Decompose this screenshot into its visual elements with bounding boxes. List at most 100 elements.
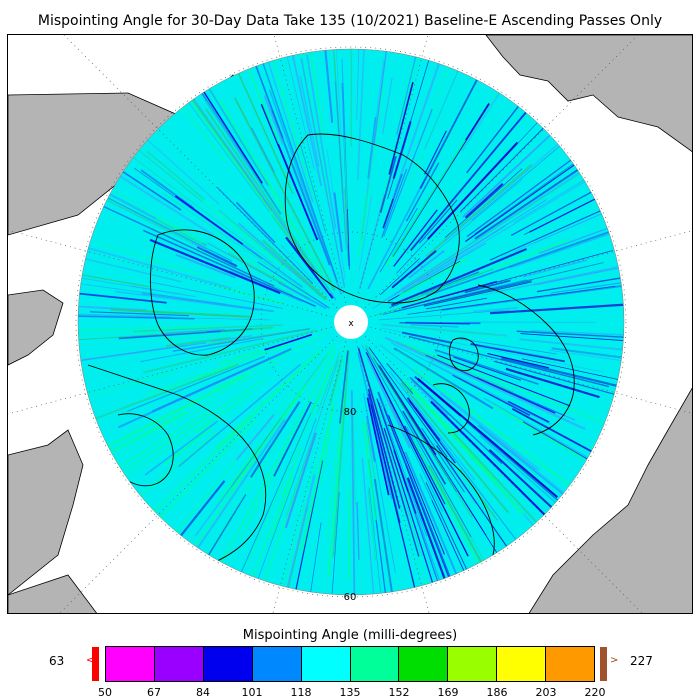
colorbar-swatch xyxy=(301,647,351,681)
colorbar-tick-label: 152 xyxy=(388,686,410,699)
colorbar-tick-label: 50 xyxy=(98,686,112,699)
mispointing-streak xyxy=(342,195,347,250)
mispointing-streak xyxy=(489,210,601,261)
mispointing-streak xyxy=(401,171,580,290)
mispointing-streak xyxy=(159,418,257,518)
mispointing-streak xyxy=(376,398,417,514)
mispointing-streak xyxy=(401,331,452,344)
mispointing-streak xyxy=(477,424,564,495)
mispointing-streak xyxy=(272,60,316,202)
mispointing-streak xyxy=(175,253,236,279)
mispointing-streak xyxy=(235,413,275,461)
mispointing-streak xyxy=(435,473,485,561)
mispointing-streak xyxy=(227,252,285,286)
mispointing-streak xyxy=(213,332,328,390)
mispointing-streak xyxy=(238,222,322,296)
mispointing-streak xyxy=(424,276,553,306)
mispointing-streak xyxy=(286,474,316,588)
mispointing-streak xyxy=(424,70,459,150)
mispointing-streak xyxy=(379,344,541,471)
mispointing-streak xyxy=(108,196,210,250)
mispointing-streak xyxy=(388,81,414,175)
mispointing-streak xyxy=(516,330,624,338)
mispointing-streak xyxy=(417,377,558,498)
mispointing-streak xyxy=(410,379,449,417)
mispointing-streak xyxy=(218,349,262,365)
meridian-line xyxy=(8,326,332,415)
mispointing-streak xyxy=(301,53,330,202)
mispointing-streak xyxy=(483,397,589,459)
coast-greenland xyxy=(284,133,460,304)
mispointing-streak xyxy=(457,490,498,553)
mispointing-streak xyxy=(404,451,458,575)
mispointing-streak xyxy=(464,182,504,219)
land-greenland-north xyxy=(485,35,692,153)
mispointing-streak xyxy=(132,157,274,264)
mispointing-streak xyxy=(520,333,624,342)
mispointing-streak xyxy=(240,414,305,539)
colorbar-over-swatch xyxy=(600,647,607,681)
mispointing-streak xyxy=(378,57,419,213)
meridian-line xyxy=(364,35,639,309)
mispointing-streak xyxy=(301,404,335,552)
mispointing-streak xyxy=(215,349,322,450)
mispointing-streak xyxy=(122,171,182,211)
mispointing-streak xyxy=(195,392,253,434)
mispointing-streak xyxy=(295,460,324,590)
mispointing-streak xyxy=(357,352,393,500)
mispointing-streak xyxy=(203,91,263,184)
meridian-line xyxy=(355,35,429,303)
mispointing-streak xyxy=(133,167,263,260)
mispointing-streak xyxy=(141,292,275,313)
mispointing-streak xyxy=(393,279,527,313)
mispointing-streak xyxy=(309,350,337,399)
mispointing-streak xyxy=(228,388,304,494)
mispointing-streak xyxy=(399,257,468,297)
mispointing-streak xyxy=(426,231,610,297)
mispointing-streak xyxy=(471,145,561,221)
mispointing-streak xyxy=(180,480,226,537)
mispointing-streak xyxy=(294,165,342,295)
mispointing-streak xyxy=(423,280,532,307)
mispointing-streak xyxy=(103,205,275,287)
mispointing-streak xyxy=(421,427,465,493)
mispointing-streak xyxy=(388,400,443,512)
mispointing-streak xyxy=(396,56,417,135)
mispointing-streak xyxy=(299,75,320,167)
mispointing-streak xyxy=(420,271,480,296)
mispointing-streak xyxy=(416,181,586,283)
coast-canada-archipelago xyxy=(150,229,255,356)
mispointing-streak xyxy=(138,149,204,203)
mispointing-streak xyxy=(408,250,445,279)
mispointing-streak xyxy=(270,213,310,265)
meridian-line xyxy=(370,326,692,414)
mispointing-streak xyxy=(270,480,294,540)
mispointing-streak xyxy=(81,277,196,298)
mispointing-streak xyxy=(366,397,390,496)
mispointing-streak xyxy=(400,381,509,513)
mispointing-streak xyxy=(147,139,220,205)
colorbar-under-arrow: < xyxy=(86,655,95,666)
mispointing-streak xyxy=(509,233,610,269)
mispointing-streaks xyxy=(78,49,624,595)
mispointing-streak xyxy=(334,81,345,213)
mispointing-streak xyxy=(114,400,217,460)
mispointing-streak xyxy=(78,315,195,320)
mispointing-streak xyxy=(126,420,209,479)
mispointing-streak xyxy=(391,250,437,289)
mispointing-streak xyxy=(181,106,226,162)
mispointing-streak xyxy=(443,143,559,243)
mispointing-streak xyxy=(80,341,207,362)
mispointing-streak xyxy=(470,343,566,363)
mispointing-streak xyxy=(409,376,503,465)
mispointing-streak xyxy=(78,305,147,312)
mispointing-streak xyxy=(407,70,458,188)
mispointing-streak xyxy=(356,502,360,560)
mispointing-streak xyxy=(316,352,341,414)
mispointing-streak xyxy=(78,330,207,341)
mispointing-streak xyxy=(428,465,483,563)
mispointing-streak xyxy=(174,195,244,246)
mispointing-streak xyxy=(430,400,546,516)
colorbar-tick-label: 101 xyxy=(241,686,263,699)
mispointing-streak xyxy=(333,192,343,252)
